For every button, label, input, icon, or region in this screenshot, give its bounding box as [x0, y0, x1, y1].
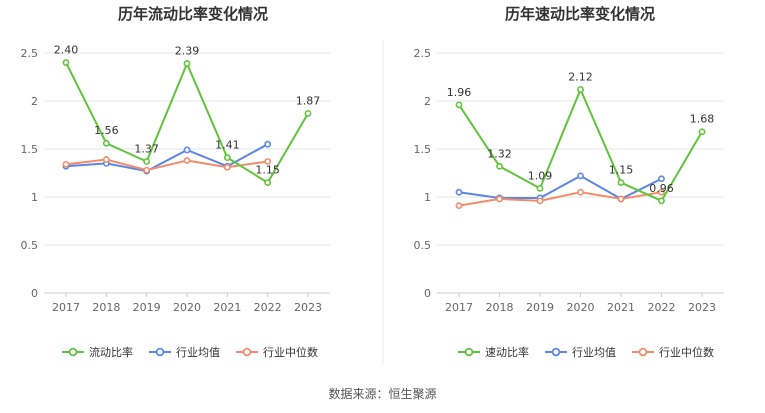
- data-point: [183, 60, 191, 67]
- data-point: [698, 128, 706, 136]
- data-point: [496, 195, 503, 203]
- data-point: [304, 110, 312, 117]
- y-tick-label: 0: [31, 287, 38, 300]
- y-tick-label: 1.5: [21, 143, 39, 156]
- data-point: [183, 157, 191, 164]
- data-point: [264, 179, 272, 186]
- data-label: 1.87: [296, 94, 321, 107]
- data-label: 1.56: [94, 124, 119, 137]
- data-point: [617, 179, 625, 186]
- data-label: 2.40: [54, 44, 79, 57]
- legend-item: 行业均值: [149, 346, 220, 359]
- legend-label: 行业中位数: [659, 345, 714, 359]
- data-point: [223, 163, 231, 171]
- x-tick-label: 2017: [52, 301, 80, 314]
- data-point: [455, 101, 463, 109]
- data-point: [577, 188, 584, 196]
- data-point: [536, 184, 544, 192]
- chart-panel-1: 历年流动比率变化情况 0 0.5 1 1.5 2 2.5 2017 2018 2019 2020 20…: [21, 5, 330, 359]
- chart-title: 历年流动比率变化情况: [118, 5, 268, 23]
- data-point: [455, 188, 463, 196]
- legend-item: 流动比率: [62, 345, 133, 359]
- x-tick-label: 2018: [92, 301, 120, 314]
- data-label: 1.32: [487, 147, 512, 160]
- data-label: 1.41: [215, 139, 240, 152]
- x-tick-label: 2022: [254, 301, 282, 314]
- legend-item: 行业中位数: [236, 345, 318, 359]
- data-point: [264, 140, 272, 148]
- data-point: [62, 160, 70, 168]
- legend-label: 行业中位数: [263, 345, 318, 359]
- x-tick-label: 2020: [567, 301, 595, 314]
- y-tick-label: 1: [31, 191, 38, 204]
- data-label: 1.96: [447, 86, 472, 99]
- y-tick-label: 2.5: [21, 47, 39, 60]
- data-label: 1.15: [609, 164, 634, 177]
- legend-swatch-marker: [638, 347, 648, 357]
- data-point: [223, 154, 231, 162]
- y-tick-label: 1: [424, 191, 431, 204]
- data-source-note: 数据来源：恒生聚源: [328, 387, 437, 401]
- legend-label: 行业均值: [176, 346, 220, 359]
- x-tick-label: 2021: [213, 301, 241, 314]
- legend-swatch-marker: [68, 347, 78, 357]
- y-tick-label: 1.5: [414, 143, 432, 156]
- data-point: [617, 195, 625, 203]
- legend-item: 速动比率: [458, 345, 529, 359]
- chart-title: 历年速动比率变化情况: [505, 5, 655, 23]
- legend-swatch-marker: [155, 347, 165, 357]
- legend-swatch-marker: [464, 347, 474, 357]
- legend-item: 行业均值: [545, 346, 616, 359]
- data-point: [577, 172, 584, 180]
- legend-swatch-marker: [551, 347, 561, 357]
- x-tick-label: 2018: [486, 301, 514, 314]
- y-tick-label: 2.5: [414, 47, 432, 60]
- data-label: 1.09: [528, 169, 553, 182]
- data-point: [183, 146, 191, 154]
- data-label: 1.15: [255, 164, 280, 177]
- data-point: [102, 139, 110, 147]
- data-point: [496, 162, 503, 170]
- data-point: [658, 197, 665, 205]
- series-line-行业中位数: [458, 191, 662, 207]
- legend-label: 速动比率: [485, 345, 529, 359]
- legend-label: 流动比率: [89, 345, 133, 359]
- data-point: [658, 188, 665, 196]
- data-label: 0.96: [649, 182, 674, 195]
- data-label: 2.39: [175, 45, 200, 58]
- x-tick-label: 2022: [648, 301, 676, 314]
- y-tick-label: 0: [424, 287, 431, 300]
- x-tick-label: 2023: [294, 301, 322, 314]
- x-tick-label: 2021: [607, 301, 635, 314]
- chart-panel-2: 历年速动比率变化情况 0 0.5 1 1.5 2 2.5 2017 2018 2019 2020 20…: [414, 5, 724, 359]
- legend-swatch-marker: [242, 347, 252, 357]
- data-point: [577, 86, 584, 93]
- y-tick-label: 2: [424, 95, 431, 108]
- data-label: 1.37: [134, 142, 159, 155]
- data-label: 1.68: [690, 113, 715, 126]
- data-point: [102, 156, 110, 163]
- series-line-行业均值: [458, 174, 662, 201]
- x-tick-label: 2019: [133, 301, 161, 314]
- data-point: [658, 175, 665, 183]
- x-tick-label: 2019: [526, 301, 554, 314]
- x-tick-label: 2023: [688, 301, 716, 314]
- x-tick-label: 2020: [173, 301, 201, 314]
- legend-item: 行业中位数: [632, 345, 714, 359]
- series-line-行业中位数: [65, 158, 268, 172]
- y-tick-label: 0.5: [21, 239, 39, 252]
- data-point: [264, 158, 272, 165]
- data-point: [455, 202, 463, 210]
- x-tick-label: 2017: [445, 301, 473, 314]
- data-point: [536, 197, 544, 205]
- data-label: 2.12: [568, 70, 593, 83]
- data-point: [62, 59, 70, 66]
- legend-label: 行业均值: [572, 346, 616, 359]
- data-point: [143, 158, 151, 165]
- data-point: [143, 166, 151, 174]
- y-tick-label: 2: [31, 95, 38, 108]
- y-tick-label: 0.5: [414, 239, 432, 252]
